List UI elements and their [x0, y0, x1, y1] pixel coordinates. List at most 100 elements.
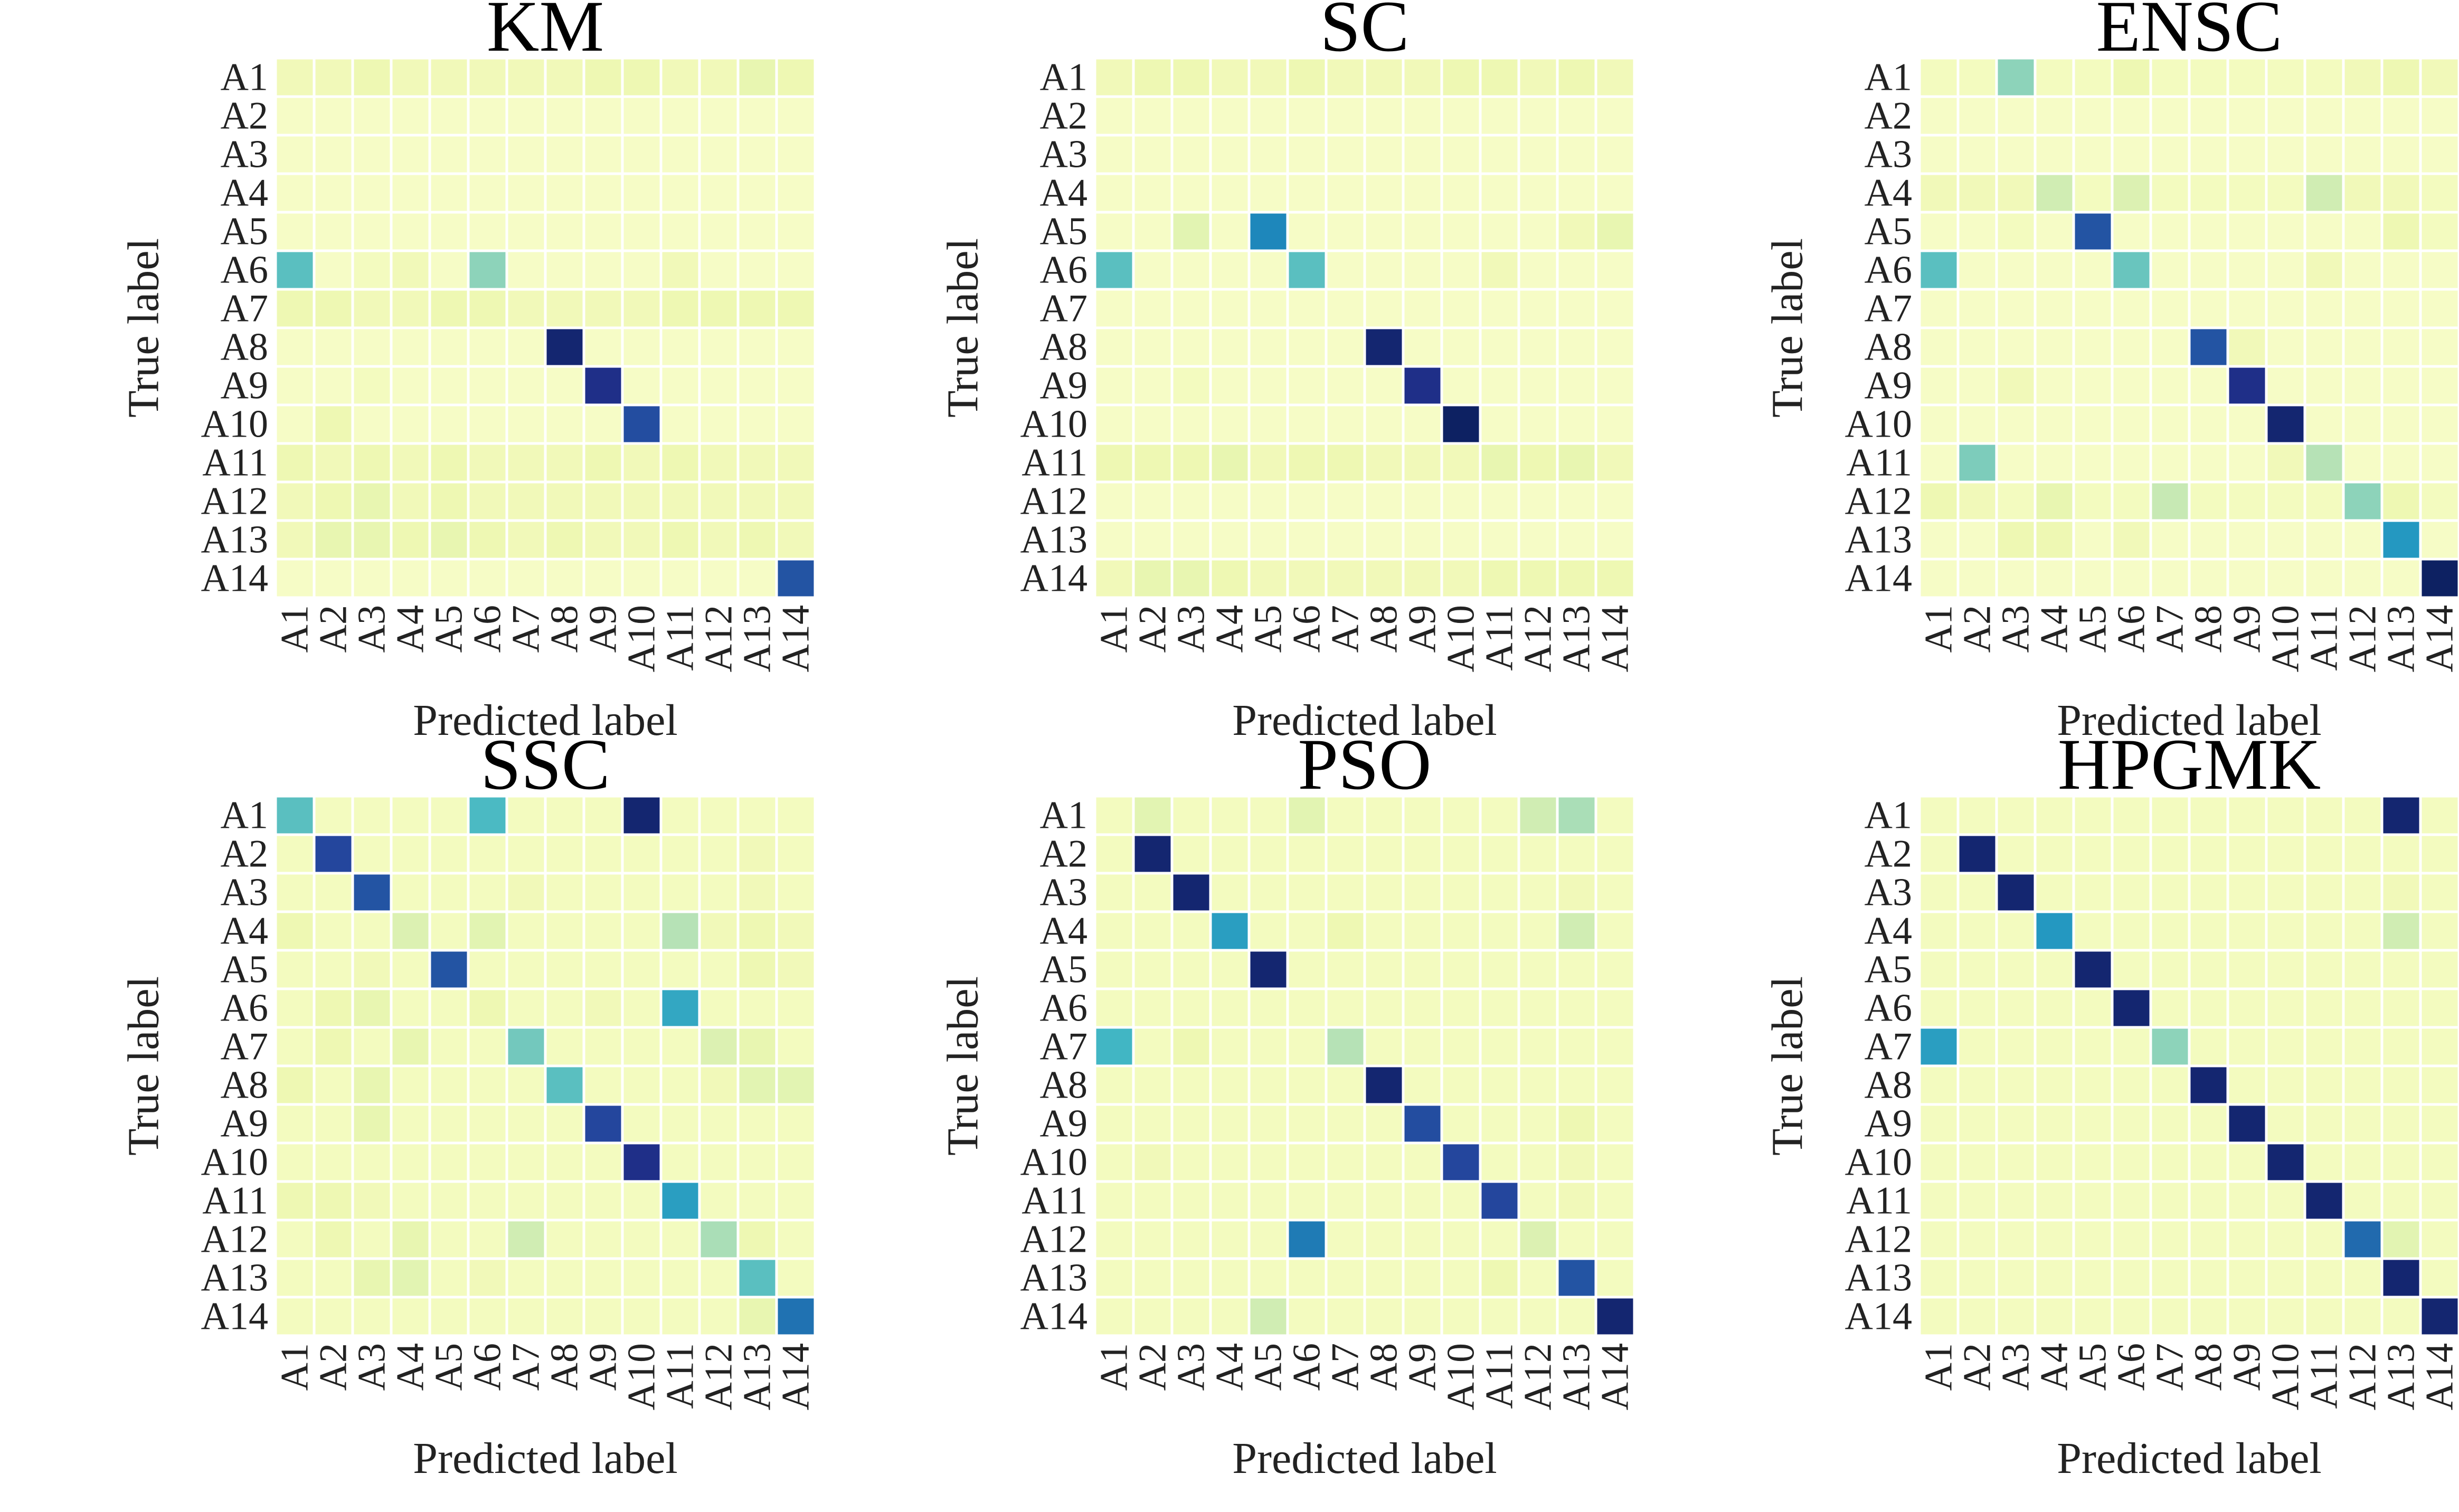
heatmap-cell — [1325, 480, 1366, 522]
heatmap-cell — [1209, 949, 1251, 990]
x-tick-label: A11 — [1478, 1343, 1521, 1409]
heatmap-cell — [2072, 833, 2114, 875]
heatmap-cell — [621, 1257, 663, 1299]
heatmap-cell — [390, 872, 431, 913]
heatmap-cell — [1594, 519, 1636, 561]
x-tick-label: A1 — [273, 1343, 317, 1391]
heatmap-cell — [2265, 557, 2306, 599]
heatmap-cell — [1363, 480, 1405, 522]
heatmap-cell — [1209, 1026, 1251, 1067]
heatmap-cell — [1402, 1026, 1443, 1067]
y-tick-label: A7 — [221, 1025, 268, 1069]
heatmap-cell — [1995, 872, 2037, 913]
heatmap-cell — [1956, 833, 1998, 875]
heatmap-cell — [544, 249, 585, 291]
heatmap-cell — [1247, 1257, 1289, 1299]
heatmap-cell — [467, 519, 508, 561]
heatmap-cell — [390, 211, 431, 252]
x-tick-label: A13 — [1555, 605, 1599, 672]
heatmap-cell — [1995, 949, 2037, 990]
heatmap-cell — [2380, 1257, 2422, 1299]
y-tick-label: A4 — [1040, 910, 1087, 953]
heatmap-cell — [351, 365, 393, 407]
heatmap-cell — [313, 1257, 354, 1299]
heatmap-cell — [428, 1257, 470, 1299]
heatmap-cell — [1594, 1026, 1636, 1067]
y-tick-label: A10 — [1020, 1141, 1087, 1184]
x-tick-label: A8 — [1363, 605, 1406, 653]
heatmap-cell — [1918, 1180, 1960, 1222]
heatmap-cell — [505, 442, 547, 484]
heatmap-cell — [698, 326, 740, 368]
heatmap-cell — [1517, 172, 1559, 214]
heatmap-cell — [775, 1103, 817, 1145]
heatmap-cell — [1556, 442, 1597, 484]
heatmap-cell — [1556, 987, 1597, 1029]
heatmap-cell — [1247, 56, 1289, 98]
heatmap-cell — [1594, 872, 1636, 913]
heatmap-cell — [736, 480, 778, 522]
heatmap-cell — [1325, 288, 1366, 329]
heatmap-cell — [1325, 1218, 1366, 1260]
y-tick-label: A5 — [1040, 948, 1087, 991]
heatmap-cell — [544, 519, 585, 561]
heatmap-cell — [1440, 1103, 1482, 1145]
panel-title: SSC — [480, 724, 610, 805]
heatmap-cell — [2072, 172, 2114, 214]
heatmap-cell — [1402, 1103, 1443, 1145]
heatmap-cell — [2303, 172, 2345, 214]
heatmap-cell — [351, 1296, 393, 1337]
y-tick-label: A3 — [1040, 871, 1087, 914]
heatmap-cell — [2188, 1296, 2229, 1337]
heatmap-cell — [467, 1296, 508, 1337]
x-tick-label: A2 — [1131, 605, 1175, 653]
heatmap-cell — [1132, 872, 1174, 913]
heatmap-cell — [1440, 1064, 1482, 1106]
x-tick-label: A14 — [2418, 1343, 2459, 1410]
heatmap-cell — [428, 1141, 470, 1183]
heatmap-cell — [1363, 1064, 1405, 1106]
x-tick-label: A11 — [2303, 1343, 2346, 1409]
heatmap-cell — [1363, 172, 1405, 214]
heatmap-cell — [428, 211, 470, 252]
heatmap-cell — [1363, 872, 1405, 913]
heatmap-cell — [2188, 480, 2229, 522]
heatmap-cell — [1209, 987, 1251, 1029]
heatmap-cell — [1132, 1180, 1174, 1222]
heatmap-cell — [2380, 1103, 2422, 1145]
heatmap-cell — [2226, 1218, 2268, 1260]
heatmap-cell — [2303, 480, 2345, 522]
heatmap-cell — [621, 1103, 663, 1145]
heatmap-cell — [2342, 442, 2384, 484]
heatmap-cell — [1132, 1064, 1174, 1106]
heatmap-cell — [1363, 519, 1405, 561]
heatmap-cell — [1093, 134, 1135, 175]
heatmap-cell — [2072, 987, 2114, 1029]
heatmap-cell — [1132, 1141, 1174, 1183]
heatmap-cell — [274, 1180, 316, 1222]
heatmap-cell — [2034, 365, 2075, 407]
y-tick-label: A4 — [1865, 910, 1912, 953]
heatmap-cell — [582, 1141, 624, 1183]
heatmap-cell — [2072, 480, 2114, 522]
heatmap-cell — [582, 134, 624, 175]
y-tick-label: A9 — [1865, 364, 1912, 408]
heatmap-cell — [1479, 326, 1520, 368]
heatmap-cell — [467, 403, 508, 445]
heatmap-cell — [467, 833, 508, 875]
heatmap-cell — [1479, 872, 1520, 913]
heatmap-cell — [2149, 1026, 2191, 1067]
heatmap-cell — [1132, 557, 1174, 599]
heatmap-cell — [659, 249, 701, 291]
heatmap-cell — [505, 288, 547, 329]
heatmap-cell — [428, 557, 470, 599]
heatmap-cell — [1440, 249, 1482, 291]
heatmap-cell — [582, 1257, 624, 1299]
heatmap-cell — [1325, 56, 1366, 98]
heatmap-cell — [2072, 288, 2114, 329]
heatmap-cell — [1363, 987, 1405, 1029]
x-axis-label: Predicted label — [413, 696, 677, 745]
y-tick-label: A10 — [201, 1141, 268, 1184]
x-tick-label: A10 — [1440, 605, 1483, 672]
heatmap-cell — [736, 365, 778, 407]
